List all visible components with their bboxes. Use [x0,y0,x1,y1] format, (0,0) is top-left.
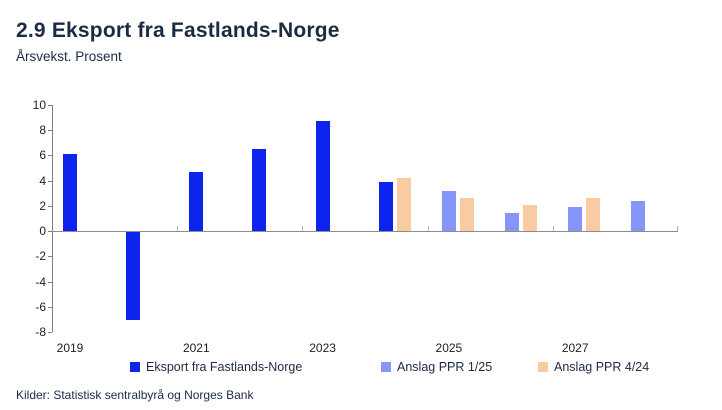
bar-2023-eksport-fra-fastlands-norge [315,121,330,232]
y-axis-tick [48,155,52,157]
y-axis-label: 4 [39,173,46,188]
bar-2026-anslag-ppr-1-25 [505,213,520,232]
y-axis-tick [48,306,52,308]
y-axis-tick [48,205,52,207]
x-axis-tick [552,226,554,232]
chart-title: 2.9 Eksport fra Fastlands-Norge [16,19,340,42]
bar-2027-anslag-ppr-4-24 [586,198,601,232]
bar-2024-anslag-ppr-4-24 [396,178,411,232]
x-axis-label: 2025 [435,341,463,355]
bar-2028-anslag-ppr-1-25 [631,200,646,232]
legend-label-anslag-ppr-4-24: Anslag PPR 4/24 [554,360,650,374]
legend-label-anslag-ppr-1-25: Anslag PPR 1/25 [397,360,493,374]
y-axis-label: 0 [39,224,46,239]
bar-2019-eksport-fra-fastlands-norge [63,154,77,232]
legend-swatch-anslag-ppr-1-25 [381,362,391,372]
bar-2025-anslag-ppr-1-25 [441,190,456,232]
bar-2022-eksport-fra-fastlands-norge [252,149,267,232]
y-axis-label: -2 [35,249,46,264]
plot-area: 10 8 6 4 2 0 -2 -4 -6 -8 2019 2021 2023 2025 2027 [33,98,678,355]
bar-2026-anslag-ppr-4-24 [523,204,538,232]
x-axis-tick [677,226,678,232]
x-axis-label: 2023 [309,341,336,355]
chart-legend: Eksport fra Fastlands-Norge Anslag PPR 1… [0,360,722,378]
y-axis-tick [48,231,52,233]
y-axis-label: -8 [35,325,46,339]
y-axis-tick [48,180,52,182]
y-axis-label: -4 [35,274,46,289]
legend-label-eksport: Eksport fra Fastlands-Norge [146,360,303,374]
y-axis-tick [48,105,52,106]
chart-subtitle: Årsvekst. Prosent [16,49,122,64]
y-axis-label: 6 [39,148,46,163]
x-axis-label: 2027 [561,341,589,355]
bar-2020-eksport-fra-fastlands-norge [126,232,141,321]
legend-swatch-anslag-ppr-4-24 [538,362,548,372]
legend-item-eksport: Eksport fra Fastlands-Norge [130,360,302,374]
y-axis-label: 10 [32,98,46,112]
y-axis-tick [48,281,52,283]
y-axis-label: -6 [35,299,46,314]
y-axis-tick [48,256,52,258]
legend-item-anslag-ppr-1-25: Anslag PPR 1/25 [381,360,492,374]
bar-2021-eksport-fra-fastlands-norge [189,171,204,232]
x-axis-tick [177,226,179,232]
legend-item-anslag-ppr-4-24: Anslag PPR 4/24 [538,360,649,374]
bar-2024-eksport-fra-fastlands-norge [378,181,393,232]
x-axis-label: 2021 [182,341,210,355]
source-note: Kilder: Statistisk sentralbyrå og Norges… [16,388,254,402]
legend-swatch-eksport [130,362,140,372]
bar-2027-anslag-ppr-1-25 [568,207,583,232]
x-axis-zero-line [52,231,678,233]
y-axis-label: 2 [39,198,46,213]
x-axis-label: 2019 [56,341,84,355]
x-axis-tick [302,226,304,232]
y-axis-tick [48,130,52,132]
y-axis-line [52,105,53,332]
y-axis-tick [48,332,52,333]
x-axis-tick [427,226,429,232]
bar-2025-anslag-ppr-4-24 [459,198,474,232]
y-axis-label: 8 [39,123,46,138]
